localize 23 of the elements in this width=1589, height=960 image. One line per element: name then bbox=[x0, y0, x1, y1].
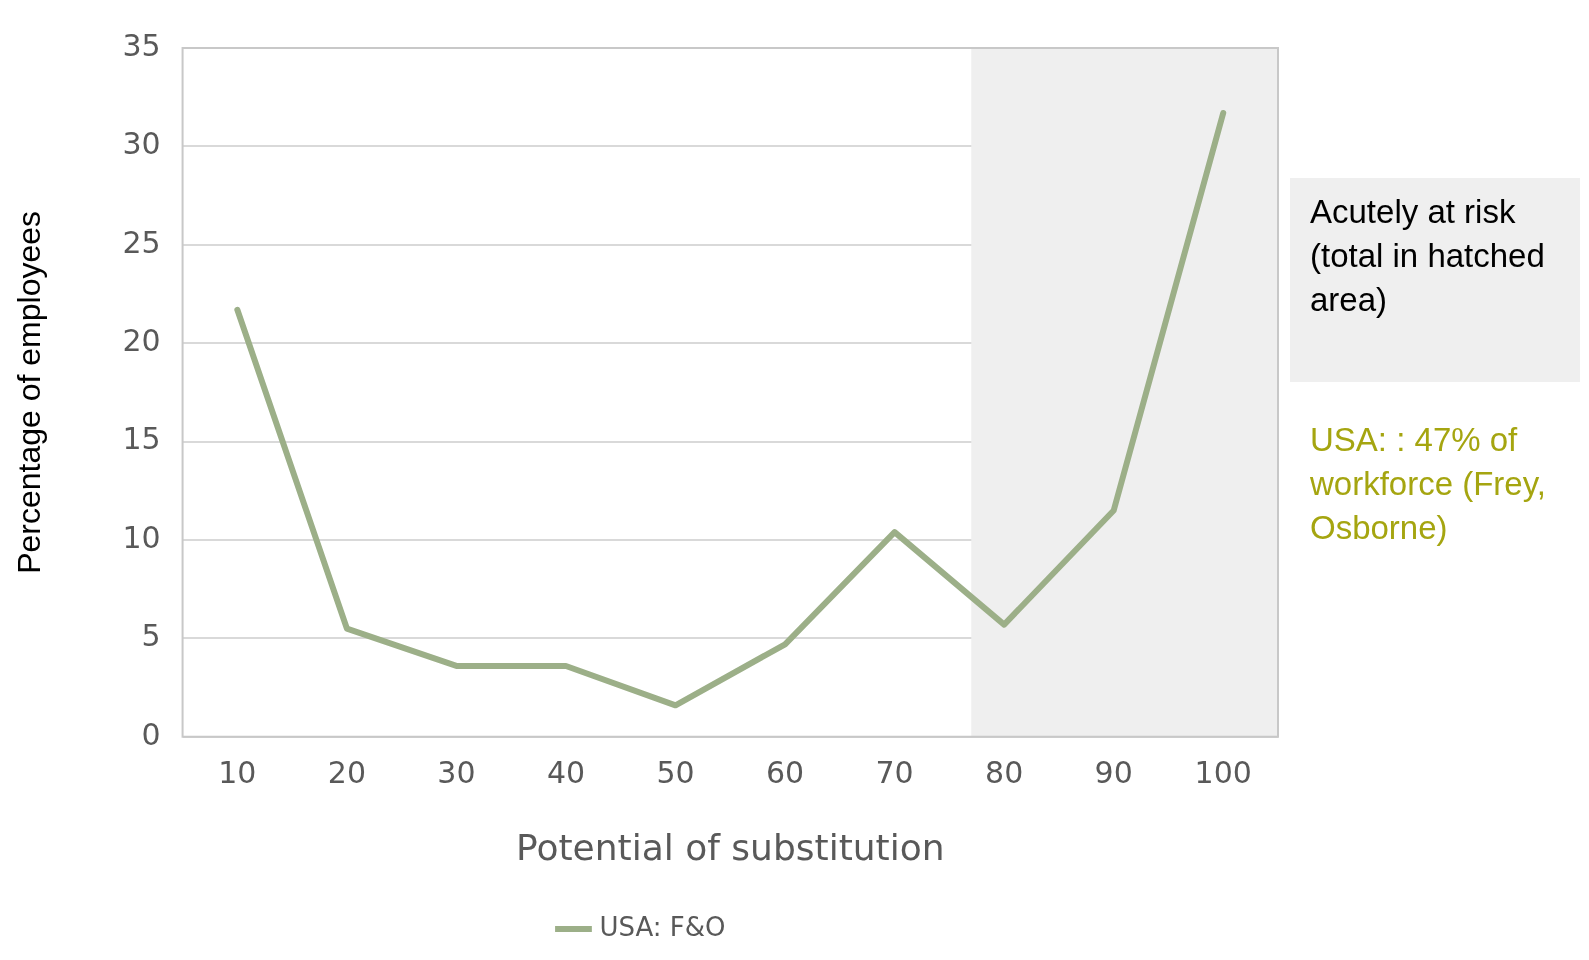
x-tick-label: 90 bbox=[1094, 754, 1133, 790]
x-tick-label: 40 bbox=[546, 754, 586, 790]
y-tick-label: 5 bbox=[141, 618, 161, 654]
y-tick-label: 0 bbox=[141, 716, 161, 752]
y-tick-label: 15 bbox=[122, 421, 161, 457]
y-tick-label: 20 bbox=[122, 323, 161, 358]
x-axis-title: Potential of substitution bbox=[516, 826, 945, 868]
legend-label: USA: F&O bbox=[599, 911, 726, 942]
y-tick-label: 10 bbox=[122, 519, 161, 555]
x-tick-label: 100 bbox=[1194, 754, 1252, 790]
x-tick-label: 60 bbox=[765, 754, 805, 790]
y-tick-label: 30 bbox=[122, 126, 161, 162]
x-tick-label: 20 bbox=[327, 754, 366, 790]
text: USA: : 47% of workforce (Frey, Osborne) bbox=[1309, 420, 1547, 548]
text: Acutely at risk (total in hatched area) bbox=[1290, 178, 1580, 382]
x-tick-label: 80 bbox=[985, 754, 1024, 790]
y-tick-label: 25 bbox=[122, 224, 161, 260]
y-axis-title: Percentage of employees bbox=[11, 210, 48, 574]
x-tick-label: 30 bbox=[437, 754, 476, 790]
x-tick-label: 50 bbox=[656, 754, 695, 790]
y-tick-label: 35 bbox=[122, 27, 161, 63]
x-tick-label: 10 bbox=[218, 754, 257, 790]
x-tick-label: 70 bbox=[875, 754, 914, 790]
